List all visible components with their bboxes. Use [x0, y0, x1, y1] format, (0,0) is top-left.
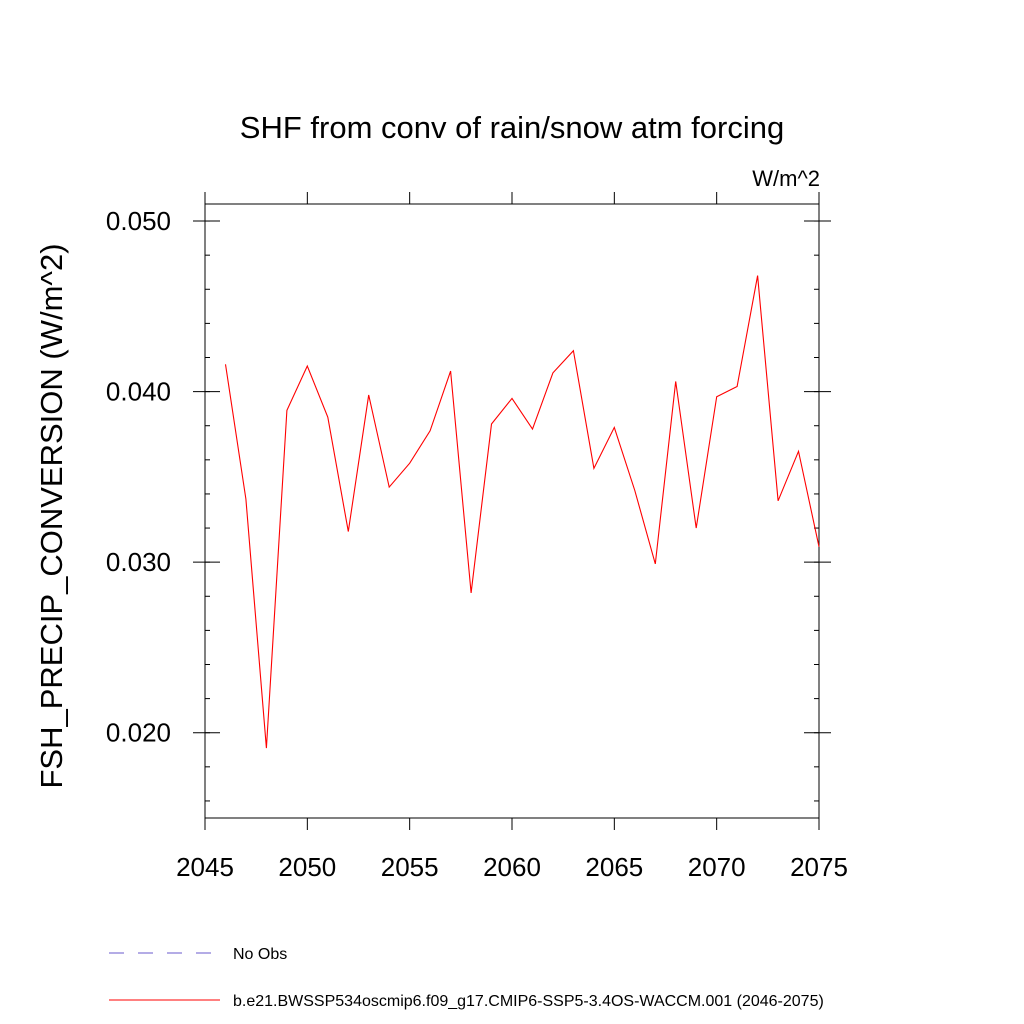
x-tick-label: 2075	[790, 852, 848, 882]
legend: No Obs b.e21.BWSSP534oscmip6.f09_g17.CMIP…	[109, 946, 824, 1010]
chart-title: SHF from conv of rain/snow atm forcing	[240, 110, 784, 145]
series-layer	[224, 275, 820, 749]
y-tick-label: 0.020	[106, 718, 171, 748]
x-axis: 2045 2050 2055 2060 2065 2070 2075	[176, 192, 848, 882]
legend-label: No Obs	[233, 946, 287, 963]
x-tick-label: 2055	[381, 852, 439, 882]
y-tick-label: 0.030	[106, 547, 171, 577]
x-tick-label: 2050	[278, 852, 336, 882]
x-tick-label: 2065	[585, 852, 643, 882]
y-axis-label: FSH_PRECIP_CONVERSION (W/m^2)	[34, 243, 69, 788]
units-label: W/m^2	[752, 166, 820, 191]
x-tick-label: 2045	[176, 852, 234, 882]
y-tick-label: 0.040	[106, 377, 171, 407]
series-line	[224, 275, 820, 749]
x-tick-label: 2060	[483, 852, 541, 882]
y-tick-label: 0.050	[106, 206, 171, 236]
legend-label: b.e21.BWSSP534oscmip6.f09_g17.CMIP6-SSP5…	[233, 993, 824, 1010]
y-axis: 0.020 0.030 0.040 0.050	[106, 206, 831, 802]
x-tick-label: 2070	[688, 852, 746, 882]
plot-frame	[204, 203, 820, 819]
